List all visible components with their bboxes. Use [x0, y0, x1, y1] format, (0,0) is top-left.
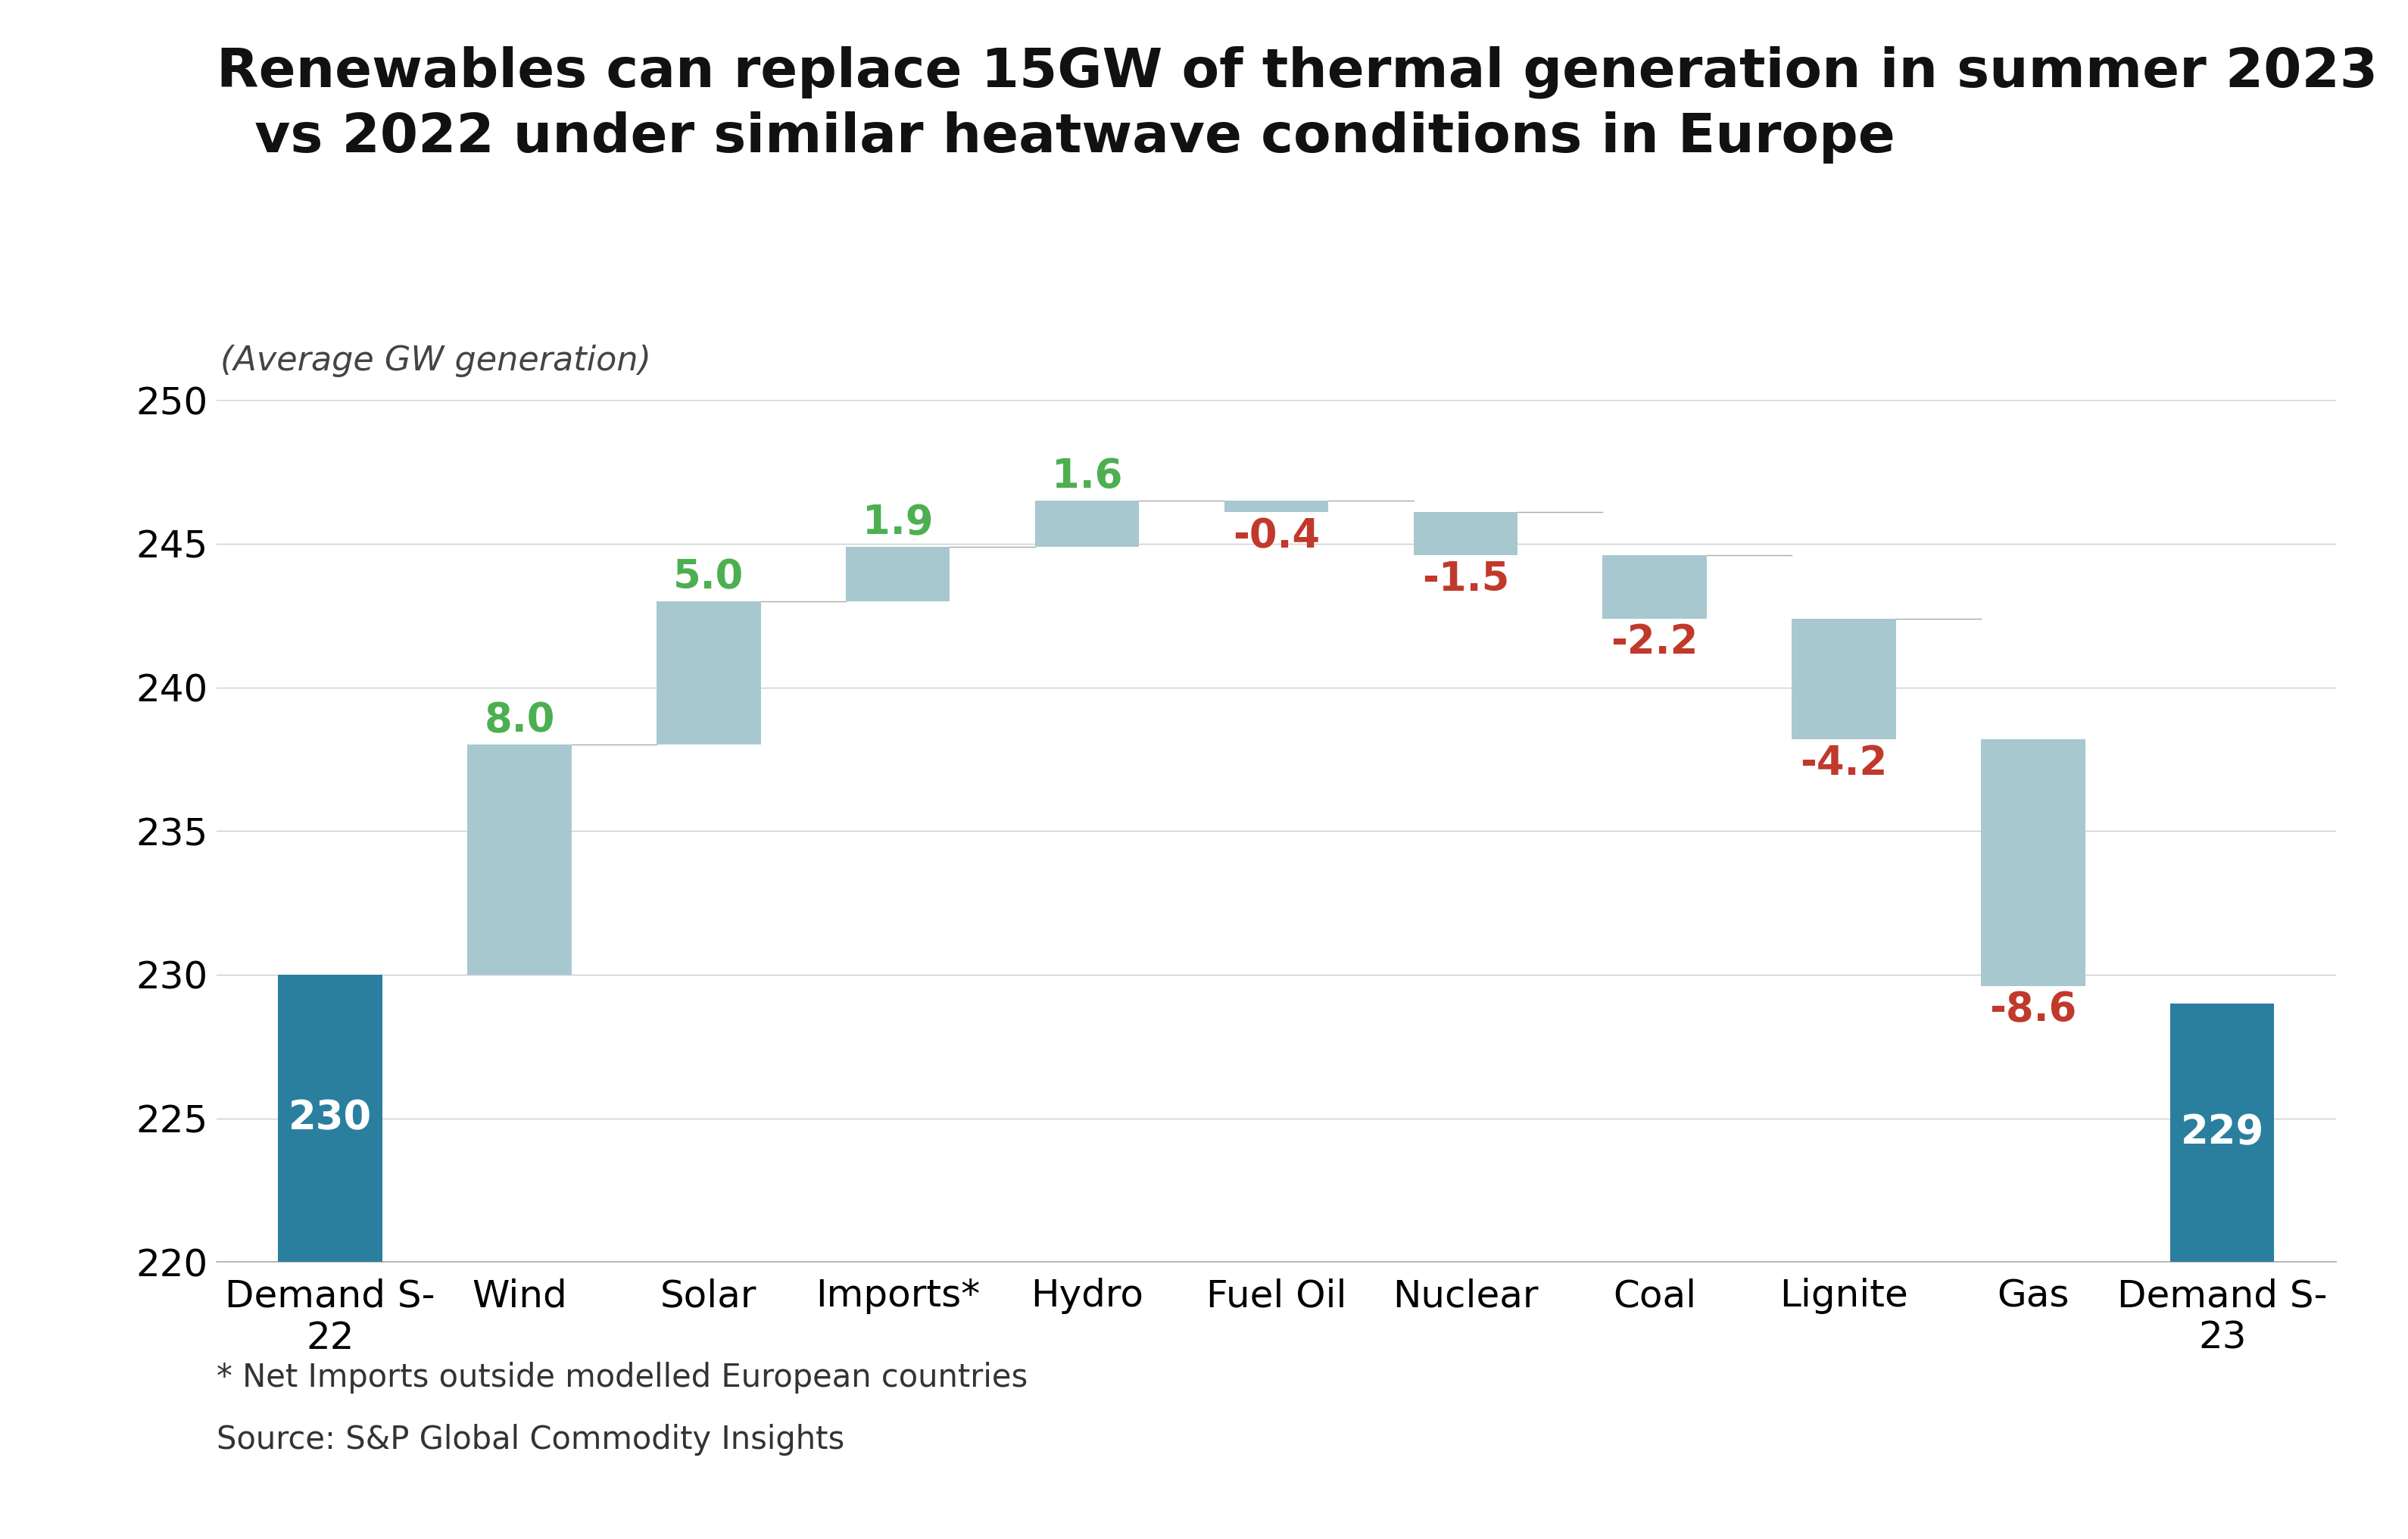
Text: 230: 230	[289, 1099, 371, 1137]
Text: 1.9: 1.9	[862, 503, 934, 542]
Text: 8.0: 8.0	[484, 702, 554, 740]
Text: 5.0: 5.0	[674, 557, 744, 597]
Text: 1.6: 1.6	[1052, 457, 1122, 497]
Text: Source: S&P Global Commodity Insights: Source: S&P Global Commodity Insights	[217, 1424, 845, 1456]
Text: -2.2: -2.2	[1611, 623, 1698, 662]
Bar	[1035, 500, 1139, 546]
Text: * Net Imports outside modelled European countries: * Net Imports outside modelled European …	[217, 1362, 1028, 1394]
Bar	[1792, 619, 1895, 739]
Bar	[657, 602, 761, 745]
Text: -0.4: -0.4	[1233, 517, 1320, 556]
Bar	[1413, 512, 1517, 556]
Bar	[467, 745, 571, 974]
Bar	[1604, 556, 1707, 619]
Bar	[1982, 739, 2085, 986]
Text: -1.5: -1.5	[1421, 560, 1510, 599]
Bar	[1223, 500, 1329, 512]
Text: -4.2: -4.2	[1801, 743, 1888, 783]
Text: Renewables can replace 15GW of thermal generation in summer 2023
  vs 2022 under: Renewables can replace 15GW of thermal g…	[217, 46, 2379, 163]
Bar	[845, 546, 949, 602]
Bar	[279, 974, 383, 1262]
Text: 229: 229	[2182, 1113, 2264, 1153]
Text: (Average GW generation): (Average GW generation)	[222, 345, 653, 377]
Text: -8.6: -8.6	[1989, 991, 2076, 1030]
Bar	[2170, 1003, 2273, 1262]
